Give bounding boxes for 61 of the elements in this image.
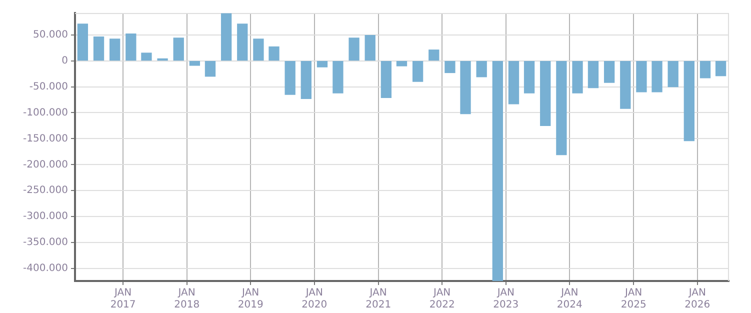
bar — [332, 60, 344, 94]
bar — [588, 60, 599, 88]
bar — [110, 38, 120, 61]
y-tick-label: 0 — [62, 55, 68, 66]
bar — [684, 60, 694, 142]
bar — [204, 60, 216, 77]
bar — [492, 60, 503, 281]
x-tick-label: JAN 2017 — [110, 288, 136, 311]
bar — [524, 60, 535, 94]
bar — [540, 60, 551, 126]
bar — [268, 46, 280, 61]
y-tick-label: -200.000 — [23, 159, 68, 170]
bar — [157, 58, 168, 61]
bar — [141, 52, 152, 61]
bar — [700, 60, 711, 78]
bar — [220, 13, 232, 61]
bar — [284, 60, 296, 95]
y-tick-label: -150.000 — [23, 133, 68, 144]
x-tick-label: JAN 2026 — [684, 288, 710, 311]
bar — [412, 60, 424, 82]
bar — [460, 60, 471, 114]
bar — [444, 60, 456, 74]
bar — [604, 60, 615, 83]
x-tick-label: JAN 2021 — [366, 288, 392, 311]
bar — [652, 60, 662, 92]
x-tick-label: JAN 2022 — [429, 288, 455, 311]
y-tick-label: -300.000 — [23, 211, 68, 222]
bar — [715, 60, 726, 76]
bar — [316, 60, 328, 68]
bar — [556, 60, 567, 156]
bar — [93, 36, 104, 61]
x-tick-label: JAN 2020 — [302, 288, 328, 311]
x-tick-label: JAN 2025 — [620, 288, 646, 311]
bar — [636, 60, 647, 92]
bar — [253, 38, 264, 61]
bar — [572, 60, 583, 94]
x-tick-label: JAN 2024 — [556, 288, 582, 311]
y-tick-label: -250.000 — [23, 185, 68, 196]
bar — [77, 24, 88, 61]
y-tick-label: 50.000 — [33, 29, 68, 40]
bar — [189, 60, 200, 66]
y-tick-label: -400.000 — [23, 263, 68, 274]
y-tick-label: -350.000 — [23, 237, 68, 248]
bar — [620, 60, 631, 109]
bar — [237, 24, 248, 61]
y-tick-label: -50.000 — [29, 81, 68, 92]
bar — [668, 60, 678, 88]
bar — [396, 60, 408, 66]
bar — [300, 60, 312, 100]
bar — [508, 60, 520, 104]
bar — [428, 50, 440, 61]
bar — [126, 33, 136, 61]
bar — [476, 60, 487, 78]
bar — [380, 60, 392, 98]
bar — [364, 35, 376, 61]
x-tick-label: JAN 2018 — [174, 288, 200, 311]
x-tick-label: JAN 2023 — [493, 288, 519, 311]
bar — [348, 38, 360, 61]
y-tick-label: -100.000 — [23, 107, 68, 118]
x-tick-label: JAN 2019 — [238, 288, 264, 311]
bar — [173, 38, 184, 61]
